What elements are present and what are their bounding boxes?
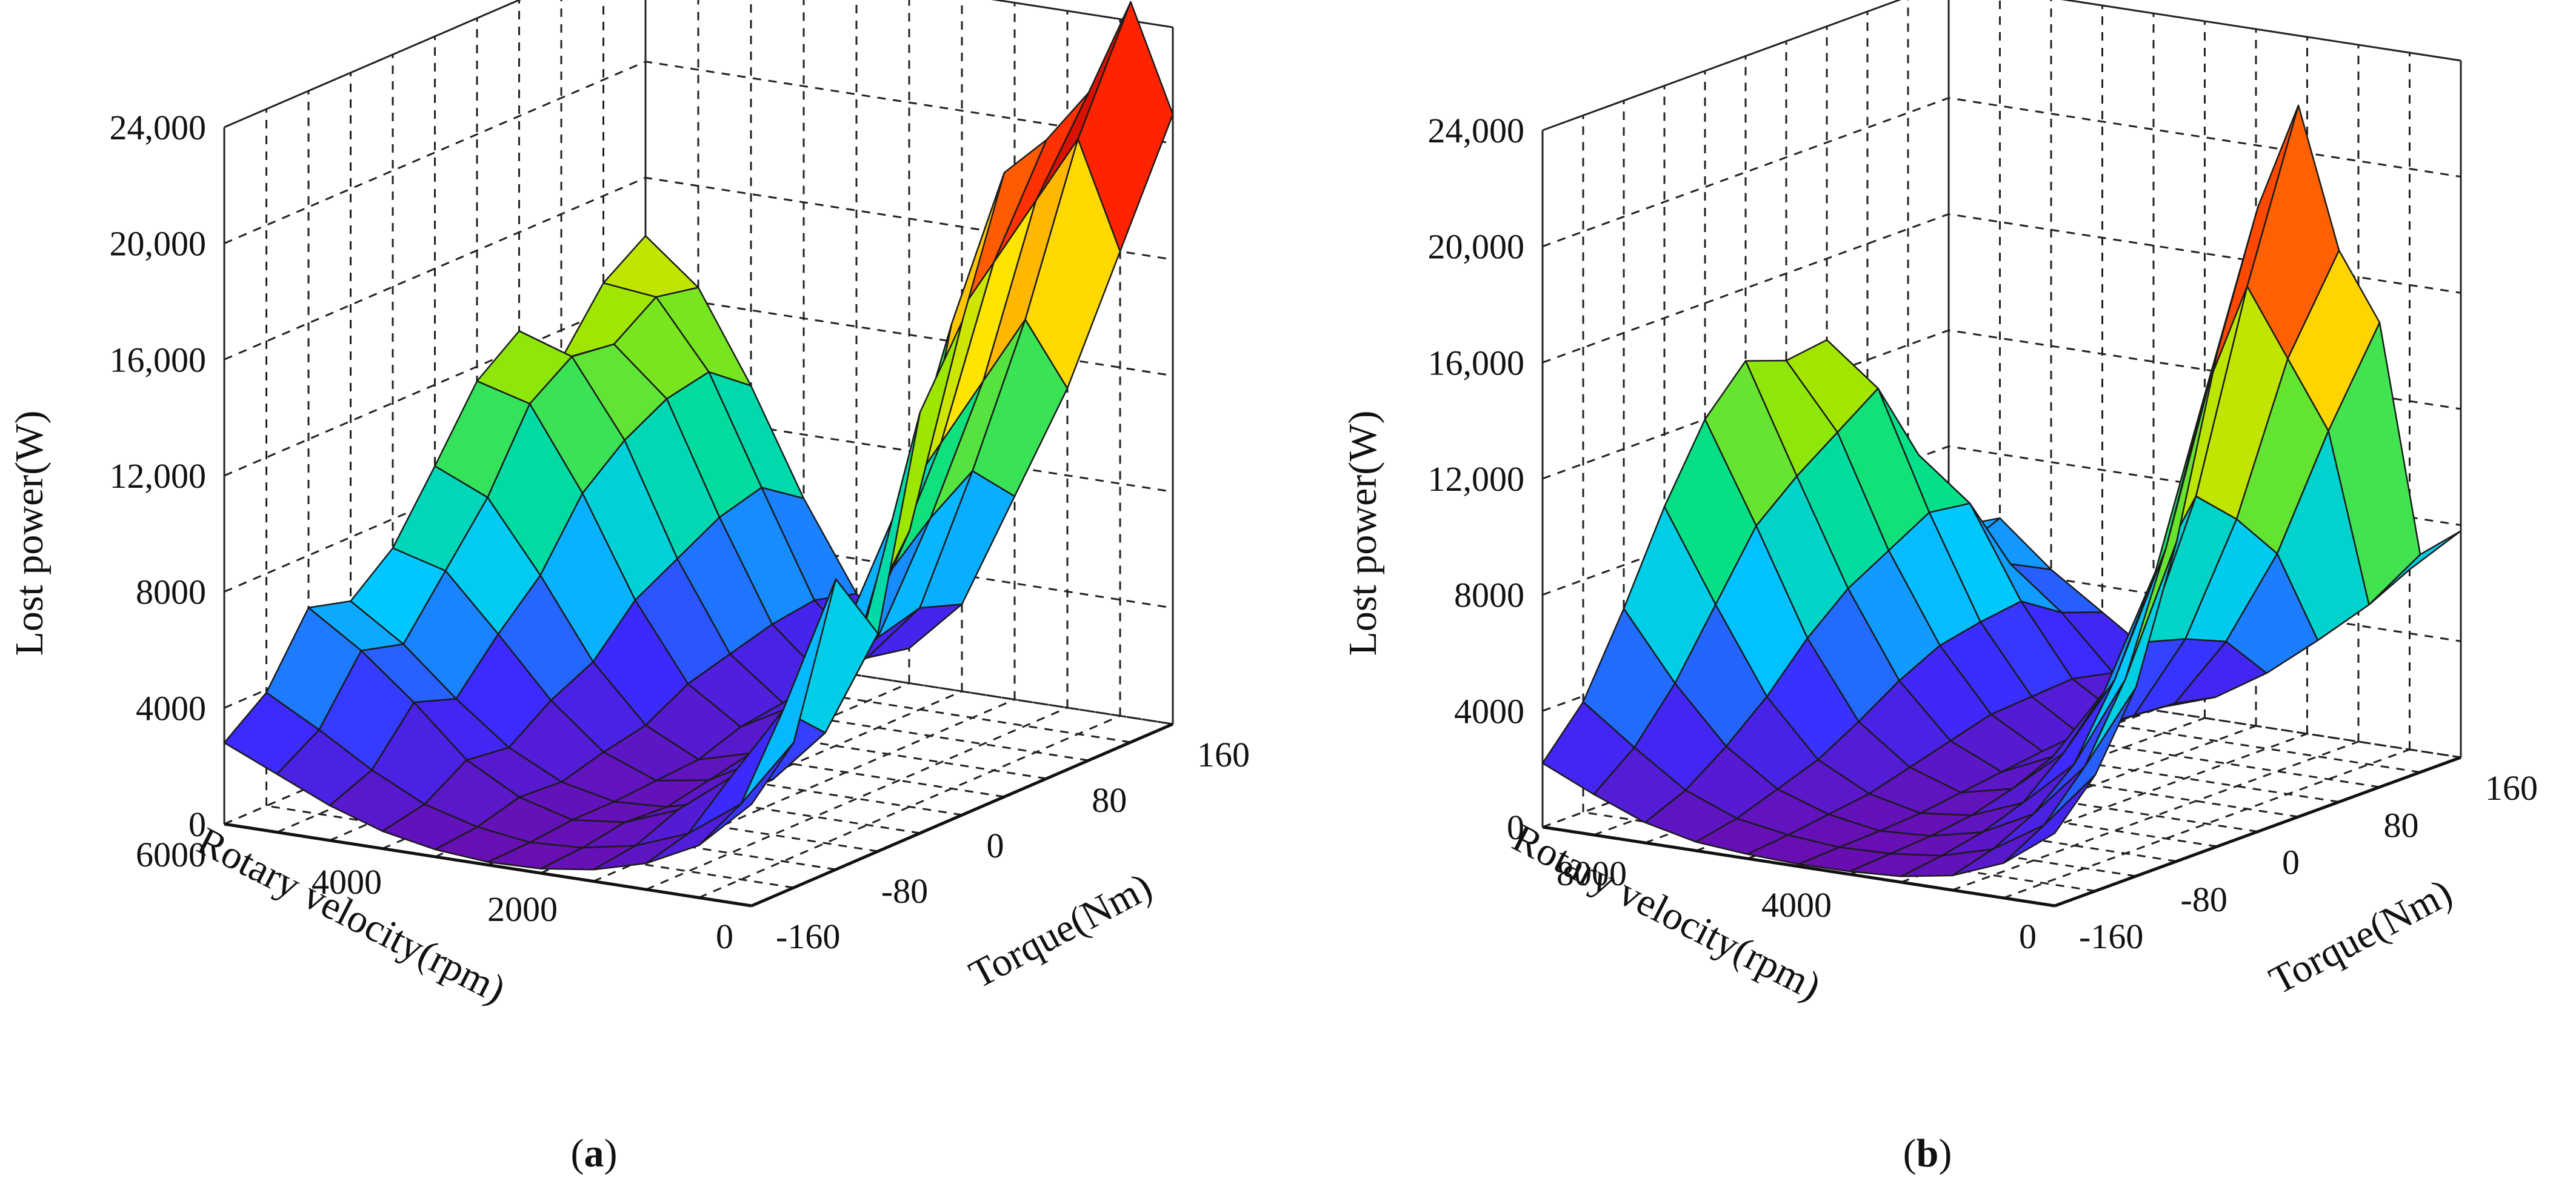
z-axis-title: Lost power(W) bbox=[7, 410, 52, 656]
x-tick-label: 2000 bbox=[487, 889, 558, 929]
z-tick-label: 8000 bbox=[136, 573, 206, 612]
x-axis-line bbox=[1542, 825, 2055, 908]
y-tick-label: -160 bbox=[2079, 917, 2143, 956]
z-tick-label: 8000 bbox=[1454, 576, 1524, 615]
floor-gridline bbox=[646, 706, 1068, 891]
surface-plot-b: 0 4000 8000 12,000 16,000 20,000 24,000 0 4000 80… bbox=[1341, 0, 2538, 1175]
y-axis-title: Torque(Nm) bbox=[2263, 871, 2460, 1003]
surface-plot-a: 0 4000 8000 12,000 16,000 20,000 24,000 0 2000 40… bbox=[7, 0, 1250, 1175]
surface-cell bbox=[2003, 774, 2097, 864]
z-tick-label: 0 bbox=[189, 805, 206, 844]
x-tick-label: 4000 bbox=[1761, 885, 1832, 925]
z-gridline bbox=[224, 0, 1173, 128]
z-tick-label: 4000 bbox=[136, 688, 206, 728]
y-tick-label: -160 bbox=[776, 917, 840, 956]
z-tick-label: 16,000 bbox=[110, 340, 207, 379]
panel-label: (b) bbox=[1903, 1131, 1952, 1175]
floor-gridline bbox=[698, 715, 1121, 899]
floor-gridline bbox=[540, 690, 963, 874]
z-tick-label: 12,000 bbox=[110, 456, 207, 496]
x-tick-label: 0 bbox=[716, 917, 733, 956]
z-tick-label: 12,000 bbox=[1428, 459, 1525, 499]
z-tick-label: 16,000 bbox=[1428, 343, 1525, 382]
x-tick-label: 0 bbox=[2019, 917, 2037, 956]
y-tick-label: -80 bbox=[881, 871, 928, 911]
z-tick-label: 0 bbox=[1507, 808, 1524, 847]
z-axis-title: Lost power(W) bbox=[1341, 410, 1385, 656]
panel-label: (a) bbox=[571, 1131, 618, 1175]
surface bbox=[1541, 104, 2462, 877]
y-tick-label: 0 bbox=[987, 826, 1004, 865]
y-tick-label: 160 bbox=[2485, 768, 2538, 808]
x-tick-label: 4000 bbox=[312, 862, 382, 902]
y-tick-label: 80 bbox=[1092, 780, 1127, 820]
y-tick-label: 0 bbox=[2282, 843, 2300, 882]
y-axis-line bbox=[751, 722, 1173, 908]
z-tick-label: 24,000 bbox=[1428, 111, 1525, 150]
y-tick-label: 160 bbox=[1197, 735, 1250, 774]
floor-gridline bbox=[593, 699, 1015, 882]
x-tick-label: 8000 bbox=[1557, 854, 1627, 893]
x-tick-label: 6000 bbox=[136, 835, 206, 874]
z-tick-label: 4000 bbox=[1454, 691, 1524, 731]
surface-cell bbox=[698, 742, 795, 846]
tick-labels: 0 4000 8000 12,000 16,000 20,000 24,000 0 4000 80… bbox=[1428, 111, 2538, 956]
tick-labels: 0 4000 8000 12,000 16,000 20,000 24,000 0 2000 40… bbox=[110, 108, 1250, 956]
y-tick-label: -80 bbox=[2181, 880, 2227, 919]
y-axis-title: Torque(Nm) bbox=[963, 865, 1160, 997]
y-tick-label: 80 bbox=[2384, 805, 2419, 845]
y-axis-line bbox=[2054, 756, 2461, 908]
z-tick-label: 20,000 bbox=[110, 224, 207, 264]
floor-gridline bbox=[487, 682, 910, 866]
z-gridline bbox=[1542, 0, 2461, 131]
floor-gridline bbox=[266, 805, 794, 889]
z-tick-label: 20,000 bbox=[1428, 227, 1525, 267]
z-tick-label: 24,000 bbox=[110, 108, 207, 147]
x-axis-line bbox=[224, 822, 752, 908]
surface bbox=[223, 1, 1174, 871]
